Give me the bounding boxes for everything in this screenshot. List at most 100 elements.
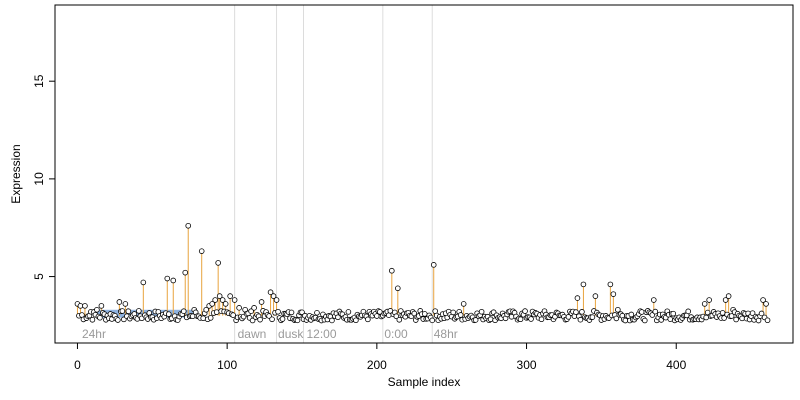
data-point xyxy=(573,309,579,315)
data-point xyxy=(288,309,295,316)
y-axis-label: Expression xyxy=(9,144,23,203)
data-point xyxy=(622,317,629,324)
data-point xyxy=(719,310,726,316)
data-point xyxy=(198,248,205,254)
data-point xyxy=(314,310,320,316)
data-point xyxy=(706,297,712,303)
data-point xyxy=(450,309,456,316)
data-point xyxy=(592,293,599,299)
data-point xyxy=(170,277,177,284)
data-point xyxy=(269,316,275,323)
data-point xyxy=(213,309,220,315)
data-point xyxy=(538,316,545,323)
data-point xyxy=(215,260,221,266)
data-point xyxy=(574,295,581,301)
data-point xyxy=(180,308,187,315)
data-point xyxy=(165,311,172,317)
region-label: dusk xyxy=(278,327,304,341)
data-point xyxy=(650,297,657,303)
region-label: 12:00 xyxy=(306,327,336,341)
data-points xyxy=(74,222,771,324)
y-axis-ticks: 5 10 15 xyxy=(32,74,55,280)
data-point xyxy=(610,291,617,297)
region-label: 48hr xyxy=(434,327,458,341)
y-tick-label: 10 xyxy=(32,172,46,186)
data-point xyxy=(182,269,189,276)
data-point xyxy=(203,306,209,313)
data-point xyxy=(725,293,732,299)
data-point xyxy=(248,308,254,314)
data-point xyxy=(649,312,656,318)
data-point xyxy=(701,301,708,307)
data-point xyxy=(517,316,524,323)
data-point xyxy=(589,314,596,320)
data-point xyxy=(615,306,621,313)
data-point xyxy=(251,305,257,311)
data-point xyxy=(365,316,371,323)
data-point xyxy=(136,308,142,314)
data-point xyxy=(472,317,479,323)
data-point xyxy=(607,281,614,288)
data-point xyxy=(411,310,418,317)
data-point xyxy=(577,316,584,323)
data-point xyxy=(207,315,214,321)
data-point xyxy=(652,308,659,315)
data-point xyxy=(258,299,265,305)
y-tick-label: 15 xyxy=(32,74,46,88)
x-tick-label: 400 xyxy=(666,358,686,372)
data-point xyxy=(335,314,341,321)
data-point xyxy=(393,313,400,320)
data-point xyxy=(82,303,88,309)
data-point xyxy=(140,279,147,286)
data-point xyxy=(460,301,467,307)
data-point xyxy=(222,301,229,307)
data-point xyxy=(270,293,277,299)
data-point xyxy=(763,301,769,307)
y-tick-label: 5 xyxy=(32,273,46,280)
data-point xyxy=(98,303,105,309)
data-point xyxy=(395,285,401,292)
data-point xyxy=(487,316,494,323)
data-point xyxy=(639,309,645,315)
data-point xyxy=(667,316,674,322)
data-point xyxy=(670,310,677,317)
data-point xyxy=(266,313,272,319)
data-point xyxy=(739,315,745,322)
data-point xyxy=(429,317,436,324)
data-point xyxy=(185,222,192,229)
data-point xyxy=(219,297,226,303)
region-label: 24hr xyxy=(82,327,106,341)
data-point xyxy=(613,315,620,322)
data-point xyxy=(294,317,301,324)
data-point xyxy=(353,317,359,324)
data-point xyxy=(579,309,585,315)
data-point xyxy=(212,297,218,303)
data-point xyxy=(758,310,765,317)
data-point xyxy=(230,312,236,318)
data-point xyxy=(728,313,735,319)
data-point xyxy=(257,316,263,323)
data-point xyxy=(345,309,352,315)
data-point xyxy=(329,317,335,324)
data-point xyxy=(721,315,727,321)
data-point xyxy=(267,289,274,296)
data-point xyxy=(389,267,395,274)
data-point xyxy=(642,317,648,324)
data-point xyxy=(764,317,771,324)
data-point xyxy=(77,303,84,309)
data-point xyxy=(421,311,428,317)
x-tick-label: 0 xyxy=(74,358,81,372)
data-point xyxy=(478,308,485,315)
data-point xyxy=(200,315,206,322)
data-point xyxy=(457,312,464,318)
data-point xyxy=(116,299,123,305)
data-point xyxy=(115,317,121,323)
data-point xyxy=(279,316,286,322)
data-point xyxy=(522,308,528,314)
data-point xyxy=(164,275,171,282)
data-point xyxy=(299,309,305,316)
plot-frame xyxy=(54,4,794,344)
data-point xyxy=(89,316,96,323)
data-point xyxy=(249,317,256,324)
